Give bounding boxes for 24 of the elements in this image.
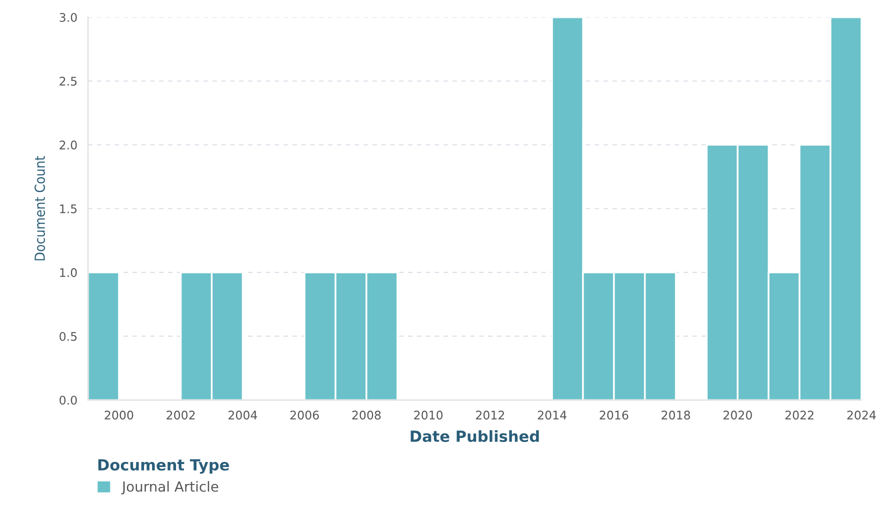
x-tick-label: 2022 [785,410,814,420]
x-tick-label: 2020 [724,410,752,420]
x-tick-label: 2016 [600,410,628,420]
y-tick-label: 1.0 [60,268,77,278]
x-tick-label: 2000 [104,410,134,420]
legend-label: Journal Article [121,481,218,494]
x-tick-label: 2002 [166,410,195,420]
y-axis-title: Document Count [34,156,46,260]
y-tick-label: 0.0 [60,396,77,405]
x-tick-label: 2004 [228,410,258,420]
y-tick-label: 3.0 [60,12,77,22]
x-tick-label: 2006 [290,410,319,420]
x-tick-label: 2014 [538,410,566,420]
x-tick-label: 2010 [414,410,443,420]
y-tick-label: 2.0 [60,140,77,150]
x-axis-title: Date Published [410,430,539,442]
y-tick-label: 1.5 [60,204,77,214]
legend-title: Document Type [98,459,229,474]
y-tick-label: 0.5 [60,332,77,341]
x-tick-label: 2024 [847,410,876,420]
x-tick-label: 2018 [662,410,690,420]
x-tick-label: 2008 [352,410,381,420]
x-tick-label: 2012 [476,410,504,420]
y-tick-label: 2.5 [60,76,77,86]
